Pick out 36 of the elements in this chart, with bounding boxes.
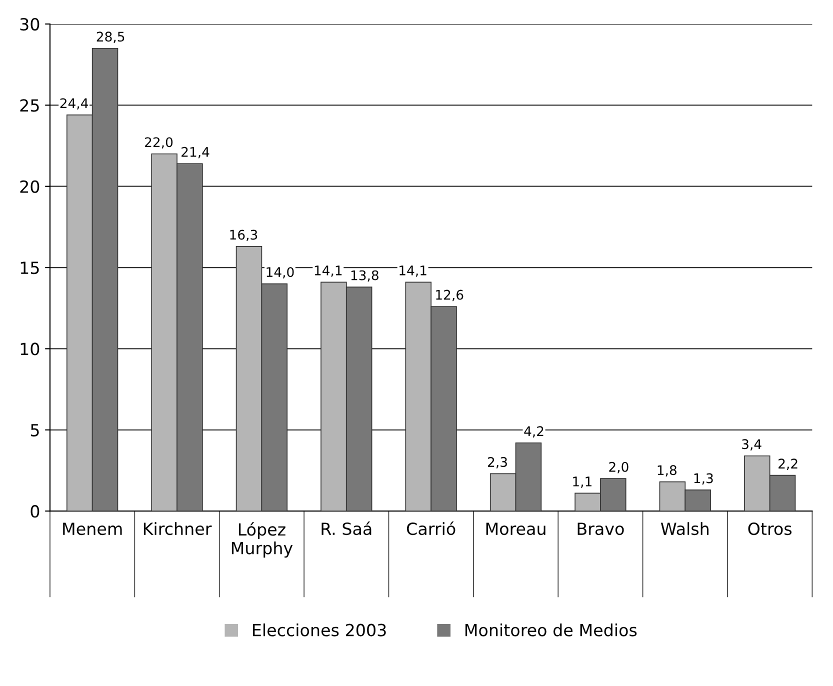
data-label: 13,8 — [351, 270, 378, 282]
legend-label: Elecciones 2003 — [253, 623, 386, 636]
y-tick-label: 0 — [30, 505, 40, 518]
y-tick-label: 15 — [20, 262, 39, 274]
data-label: 3,4 — [742, 439, 762, 450]
x-tick-label: Bravo — [578, 522, 624, 536]
y-tick-label: 30 — [20, 18, 40, 31]
legend-label: Monitoreo de Medios — [465, 623, 637, 636]
data-label: 1,3 — [694, 473, 713, 485]
data-label: 28,5 — [96, 32, 124, 43]
y-tick-label: 5 — [30, 424, 39, 436]
data-label: 14,0 — [266, 267, 294, 278]
x-tick-label: Carrió — [406, 522, 456, 536]
data-label: 21,4 — [182, 146, 210, 158]
y-tick-label: 25 — [20, 99, 39, 112]
data-label: 14,1 — [314, 266, 342, 277]
x-tick-label: Kirchner — [144, 522, 212, 536]
data-label: 22,0 — [145, 137, 173, 149]
x-tick-label: López Murphy — [232, 522, 293, 558]
data-label: 2,0 — [609, 462, 628, 474]
y-tick-label: 10 — [20, 342, 40, 356]
data-label: 24,4 — [60, 98, 88, 110]
x-tick-label: Menem — [63, 522, 122, 536]
data-label: 16,3 — [230, 230, 258, 242]
data-label: 14,1 — [400, 266, 426, 277]
x-tick-label: Walsh — [660, 522, 708, 536]
x-tick-label: R. Saá — [322, 522, 372, 536]
data-label: 1,8 — [658, 465, 676, 476]
data-label: 2,2 — [778, 458, 798, 470]
data-label: 1,1 — [573, 476, 592, 488]
data-label: 2,3 — [488, 457, 507, 468]
x-tick-label: Otros — [748, 522, 792, 536]
data-label: 12,6 — [436, 290, 464, 302]
y-tick-label: 20 — [20, 180, 40, 193]
data-label: 4,2 — [524, 426, 544, 438]
x-tick-label: Moreau — [486, 522, 546, 536]
